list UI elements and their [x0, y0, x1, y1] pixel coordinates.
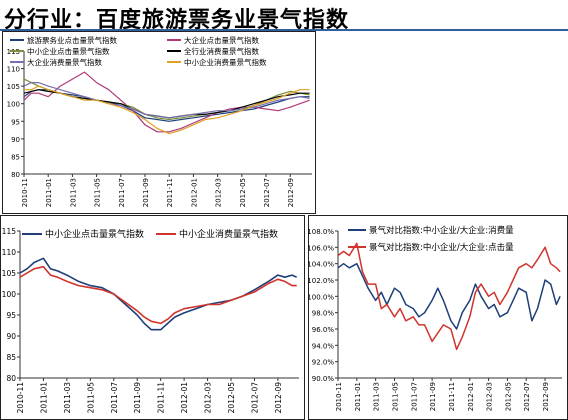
legend-label: 旅游票务业点击量景气指数 [27, 35, 117, 45]
y-tick-label: 85 [6, 353, 16, 362]
x-tick-label: 2011-05 [94, 178, 102, 207]
legend-label: 景气对比指数:中小企业/大企业:点击量 [369, 242, 514, 253]
x-tick-label: 2012-07 [263, 178, 271, 207]
x-tick-label: 2011-05 [86, 382, 95, 414]
x-tick-label: 2012-01 [190, 178, 198, 207]
x-tick-label: 2011-09 [142, 178, 150, 207]
x-tick-label: 2010-11 [16, 382, 25, 414]
x-tick-label: 2012-03 [215, 178, 223, 207]
y-tick-label: 90 [6, 332, 16, 341]
y-tick-label: 110 [7, 66, 20, 74]
chart-frame [0, 215, 305, 420]
series-line-1 [19, 257, 298, 331]
x-tick-label: 2011-03 [63, 382, 72, 414]
x-tick-label: 2011-11 [157, 382, 166, 414]
x-tick-label: 2011-09 [429, 382, 437, 411]
x-tick-label: 2011-07 [110, 382, 119, 414]
x-tick-label: 2011-03 [373, 382, 381, 411]
series-line-2 [337, 242, 561, 351]
series-line-2 [23, 71, 310, 133]
x-tick-label: 2012-09 [542, 382, 550, 411]
y-tick-label: 80 [6, 374, 16, 383]
chart-frame [2, 31, 316, 214]
y-tick-label: 80 [11, 171, 20, 179]
x-tick-label: 2012-01 [467, 382, 475, 411]
x-tick-label: 2011-07 [118, 178, 126, 207]
y-tick-label: 100 [7, 101, 20, 109]
y-tick-label: 110 [2, 248, 17, 257]
y-tick-label: 92.0% [312, 359, 335, 367]
x-tick-label: 2012-09 [287, 178, 295, 207]
legend-label: 大企业消费量景气指数 [27, 57, 102, 67]
x-tick-label: 2010-11 [21, 178, 29, 207]
x-tick-label: 2011-11 [166, 178, 174, 207]
x-tick-label: 2011-01 [45, 178, 53, 207]
legend-label: 中小企业消费量景气指数 [184, 57, 267, 67]
page-title: 分行业：百度旅游票务业景气指数 [4, 8, 350, 33]
chart-sme-click-vs-consumption: 80 85 90 95 100 105 110 115 2010-11 2011-01 2011-0… [0, 215, 305, 420]
series-line-6 [24, 85, 310, 135]
y-tick-label: 100 [2, 290, 17, 299]
y-tick-label: 85 [11, 153, 20, 161]
y-tick-label: 100.0% [308, 293, 334, 301]
y-tick-label: 96.0% [312, 326, 335, 334]
y-tick-label: 95 [6, 311, 16, 320]
x-tick-label: 2012-05 [504, 382, 512, 411]
y-tick-label: 105 [2, 269, 17, 278]
x-tick-label: 2011-11 [448, 382, 456, 411]
legend-label: 中小企业消费量景气指数 [179, 228, 278, 240]
legend-label: 中小企业点击量景气指数 [27, 46, 110, 56]
title-divider [0, 29, 568, 31]
x-tick-label: 2011-09 [133, 382, 142, 414]
y-tick-label: 108.0% [308, 228, 334, 236]
series-line-5 [23, 81, 310, 119]
chart-sme-large-ratio: 90.0% 92.0% 94.0% 96.0% 98.0% 100.0% 102.0% 104… [308, 215, 568, 420]
x-tick-label: 2012-03 [486, 382, 494, 411]
x-tick-label: 2011-01 [39, 382, 48, 414]
y-tick-label: 105 [7, 83, 20, 91]
x-tick-label: 2012-09 [274, 382, 283, 414]
y-tick-label: 94.0% [312, 342, 335, 350]
x-tick-label: 2010-11 [335, 382, 343, 411]
x-tick-label: 2011-07 [410, 382, 418, 411]
x-tick-label: 2012-03 [204, 382, 213, 414]
y-tick-label: 115 [2, 227, 17, 236]
x-tick-label: 2012-01 [180, 382, 189, 414]
legend-label: 景气对比指数:中小企业/大企业:消费量 [369, 225, 514, 236]
y-tick-label: 104.0% [308, 261, 334, 269]
legend-label: 中小企业点击量景气指数 [45, 228, 144, 240]
x-tick-label: 2012-05 [239, 178, 247, 207]
y-tick-label: 95 [11, 118, 20, 126]
x-tick-label: 2011-03 [69, 178, 77, 207]
x-tick-label: 2011-01 [354, 382, 362, 411]
x-tick-label: 2012-07 [523, 382, 531, 411]
y-tick-label: 90.0% [312, 375, 335, 383]
x-tick-label: 2012-05 [227, 382, 236, 414]
chart-overview: 808590951001051101152010-112011-012011-0… [2, 31, 316, 214]
y-tick-label: 102.0% [308, 277, 334, 285]
legend-label: 大企业点击量景气指数 [184, 35, 259, 45]
y-tick-label: 90 [11, 136, 20, 144]
x-tick-label: 2011-05 [391, 382, 399, 411]
series-line-2 [19, 265, 297, 325]
chart-frame [308, 215, 568, 420]
legend-label: 全行业消费量景气指数 [184, 46, 259, 56]
series-line-1 [337, 262, 561, 330]
y-tick-label: 106.0% [308, 244, 334, 252]
y-tick-label: 98.0% [312, 310, 335, 318]
x-tick-label: 2012-07 [250, 382, 259, 414]
